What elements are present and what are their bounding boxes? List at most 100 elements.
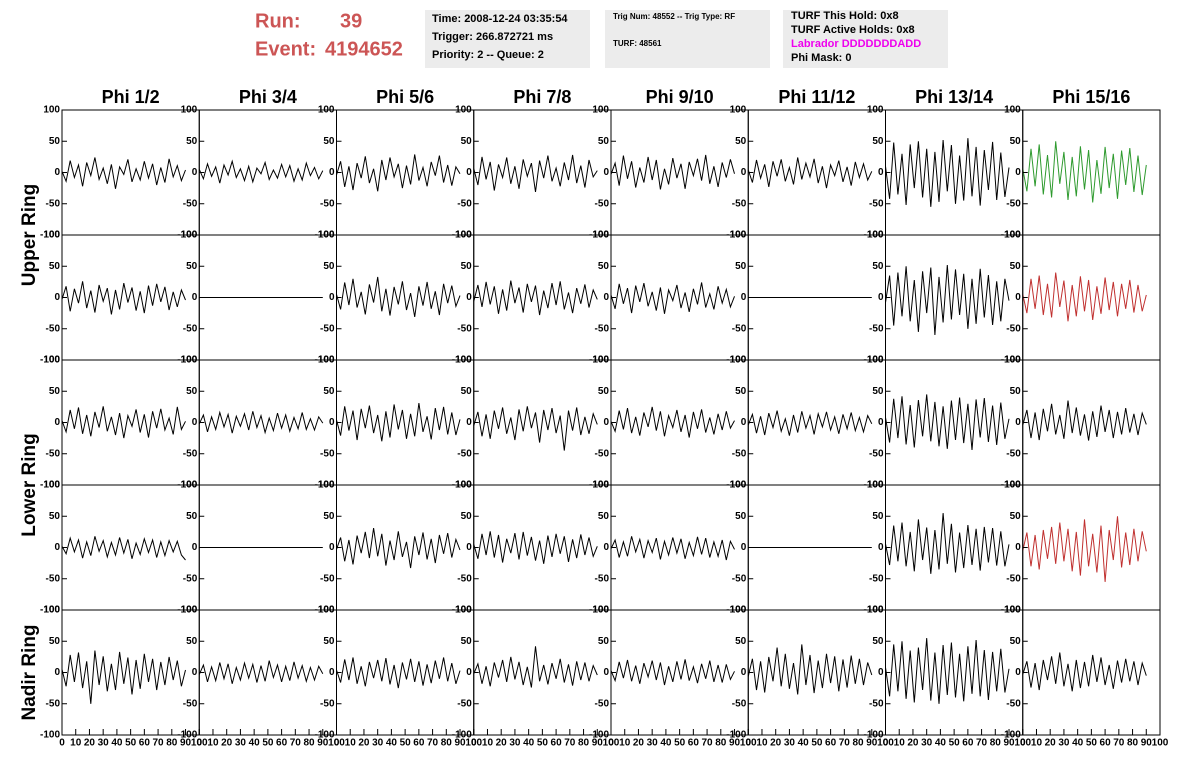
waveform [473, 646, 598, 688]
y-tick-label: 100 [867, 480, 884, 491]
y-tick-label: 0 [878, 542, 884, 553]
y-tick-label: 50 [598, 136, 610, 147]
y-tick-label: -50 [869, 573, 884, 584]
x-tick-label: 20 [496, 738, 508, 749]
x-tick-label: 100 [603, 738, 620, 749]
x-tick-label: 20 [1045, 738, 1057, 749]
column-header: Phi 11/12 [778, 87, 855, 107]
y-tick-label: -50 [732, 448, 747, 459]
y-tick-label: 100 [43, 605, 60, 616]
x-tick-label: 90 [317, 738, 329, 749]
event-label: Event: [255, 38, 316, 60]
waveform [610, 536, 735, 561]
y-tick-label: 100 [455, 105, 472, 116]
y-tick-label: 0 [603, 667, 609, 678]
event-number: 4194652 [325, 38, 403, 60]
x-tick-label: 40 [935, 738, 947, 749]
y-tick-label: 100 [730, 355, 747, 366]
info-line: Trig Num: 48552 -- Trig Type: RF [613, 12, 735, 21]
y-tick-label: -100 [177, 730, 197, 741]
y-tick-label: 100 [1004, 230, 1021, 241]
x-tick-label: 100 [740, 738, 757, 749]
x-tick-label: 50 [125, 738, 137, 749]
x-tick-label: 80 [578, 738, 590, 749]
y-tick-label: 50 [598, 511, 610, 522]
y-tick-label: -100 [726, 730, 746, 741]
x-tick-label: 20 [770, 738, 782, 749]
x-tick-label: 10 [345, 738, 357, 749]
y-tick-label: -50 [183, 573, 198, 584]
y-tick-label: 50 [49, 511, 61, 522]
y-tick-label: 50 [461, 386, 473, 397]
x-tick-label: 90 [1141, 738, 1153, 749]
y-tick-label: 50 [872, 636, 884, 647]
y-tick-label: 100 [730, 230, 747, 241]
y-tick-label: 100 [318, 480, 335, 491]
x-tick-label: 80 [303, 738, 315, 749]
y-tick-label: 0 [878, 167, 884, 178]
y-tick-label: 100 [43, 355, 60, 366]
info-box [425, 10, 590, 68]
x-tick-label: 70 [976, 738, 988, 749]
y-tick-label: 0 [603, 167, 609, 178]
x-tick-label: 50 [949, 738, 961, 749]
info-box [605, 10, 770, 68]
y-tick-label: 50 [1010, 261, 1022, 272]
y-tick-label: 0 [466, 292, 472, 303]
waveform [610, 282, 735, 314]
y-tick-label: 0 [603, 417, 609, 428]
column-header: Phi 13/14 [915, 87, 993, 107]
y-tick-label: -100 [863, 730, 883, 741]
y-tick-label: 100 [455, 355, 472, 366]
x-tick-label: 10 [207, 738, 219, 749]
waveform [198, 159, 324, 184]
y-tick-label: -100 [1001, 730, 1021, 741]
y-tick-label: -50 [320, 198, 335, 209]
y-tick-label: -50 [1006, 198, 1021, 209]
y-tick-label: 0 [878, 417, 884, 428]
waveform [61, 650, 186, 704]
y-tick-label: -50 [46, 698, 61, 709]
y-tick-label: 0 [329, 167, 335, 178]
y-tick-label: 100 [1004, 355, 1021, 366]
y-tick-label: 0 [329, 417, 335, 428]
y-tick-label: 50 [323, 511, 335, 522]
x-tick-label: 10 [619, 738, 631, 749]
waveform [1022, 516, 1147, 582]
x-tick-label: 60 [962, 738, 974, 749]
y-tick-label: -50 [183, 323, 198, 334]
waveform [1022, 652, 1147, 692]
y-tick-label: 0 [1015, 667, 1021, 678]
y-tick-label: 0 [329, 292, 335, 303]
x-tick-label: 80 [990, 738, 1002, 749]
y-tick-label: -50 [869, 198, 884, 209]
x-tick-label: 0 [745, 738, 751, 749]
y-tick-label: 50 [323, 386, 335, 397]
y-tick-label: 0 [741, 167, 747, 178]
waveform [747, 410, 873, 436]
y-tick-label: 0 [1015, 417, 1021, 428]
x-tick-label: 40 [660, 738, 672, 749]
y-tick-label: 100 [730, 605, 747, 616]
x-tick-label: 10 [70, 738, 82, 749]
y-tick-label: -50 [46, 573, 61, 584]
y-tick-label: -50 [595, 448, 610, 459]
y-tick-label: 0 [741, 542, 747, 553]
waveform [885, 138, 1010, 207]
y-tick-label: -50 [183, 698, 198, 709]
x-tick-label: 60 [1100, 738, 1112, 749]
y-tick-label: -50 [595, 698, 610, 709]
waveform [198, 660, 324, 684]
y-tick-label: -50 [457, 323, 472, 334]
y-tick-label: -50 [320, 573, 335, 584]
y-tick-label: -50 [183, 198, 198, 209]
y-tick-label: 50 [461, 511, 473, 522]
x-tick-label: 0 [608, 738, 614, 749]
y-tick-label: -50 [869, 448, 884, 459]
info-line: Time: 2008-12-24 03:35:54 [432, 13, 568, 25]
y-tick-label: 100 [455, 605, 472, 616]
y-tick-label: 0 [466, 167, 472, 178]
y-tick-label: -100 [452, 730, 472, 741]
x-tick-label: 30 [647, 738, 659, 749]
y-tick-label: 0 [329, 542, 335, 553]
